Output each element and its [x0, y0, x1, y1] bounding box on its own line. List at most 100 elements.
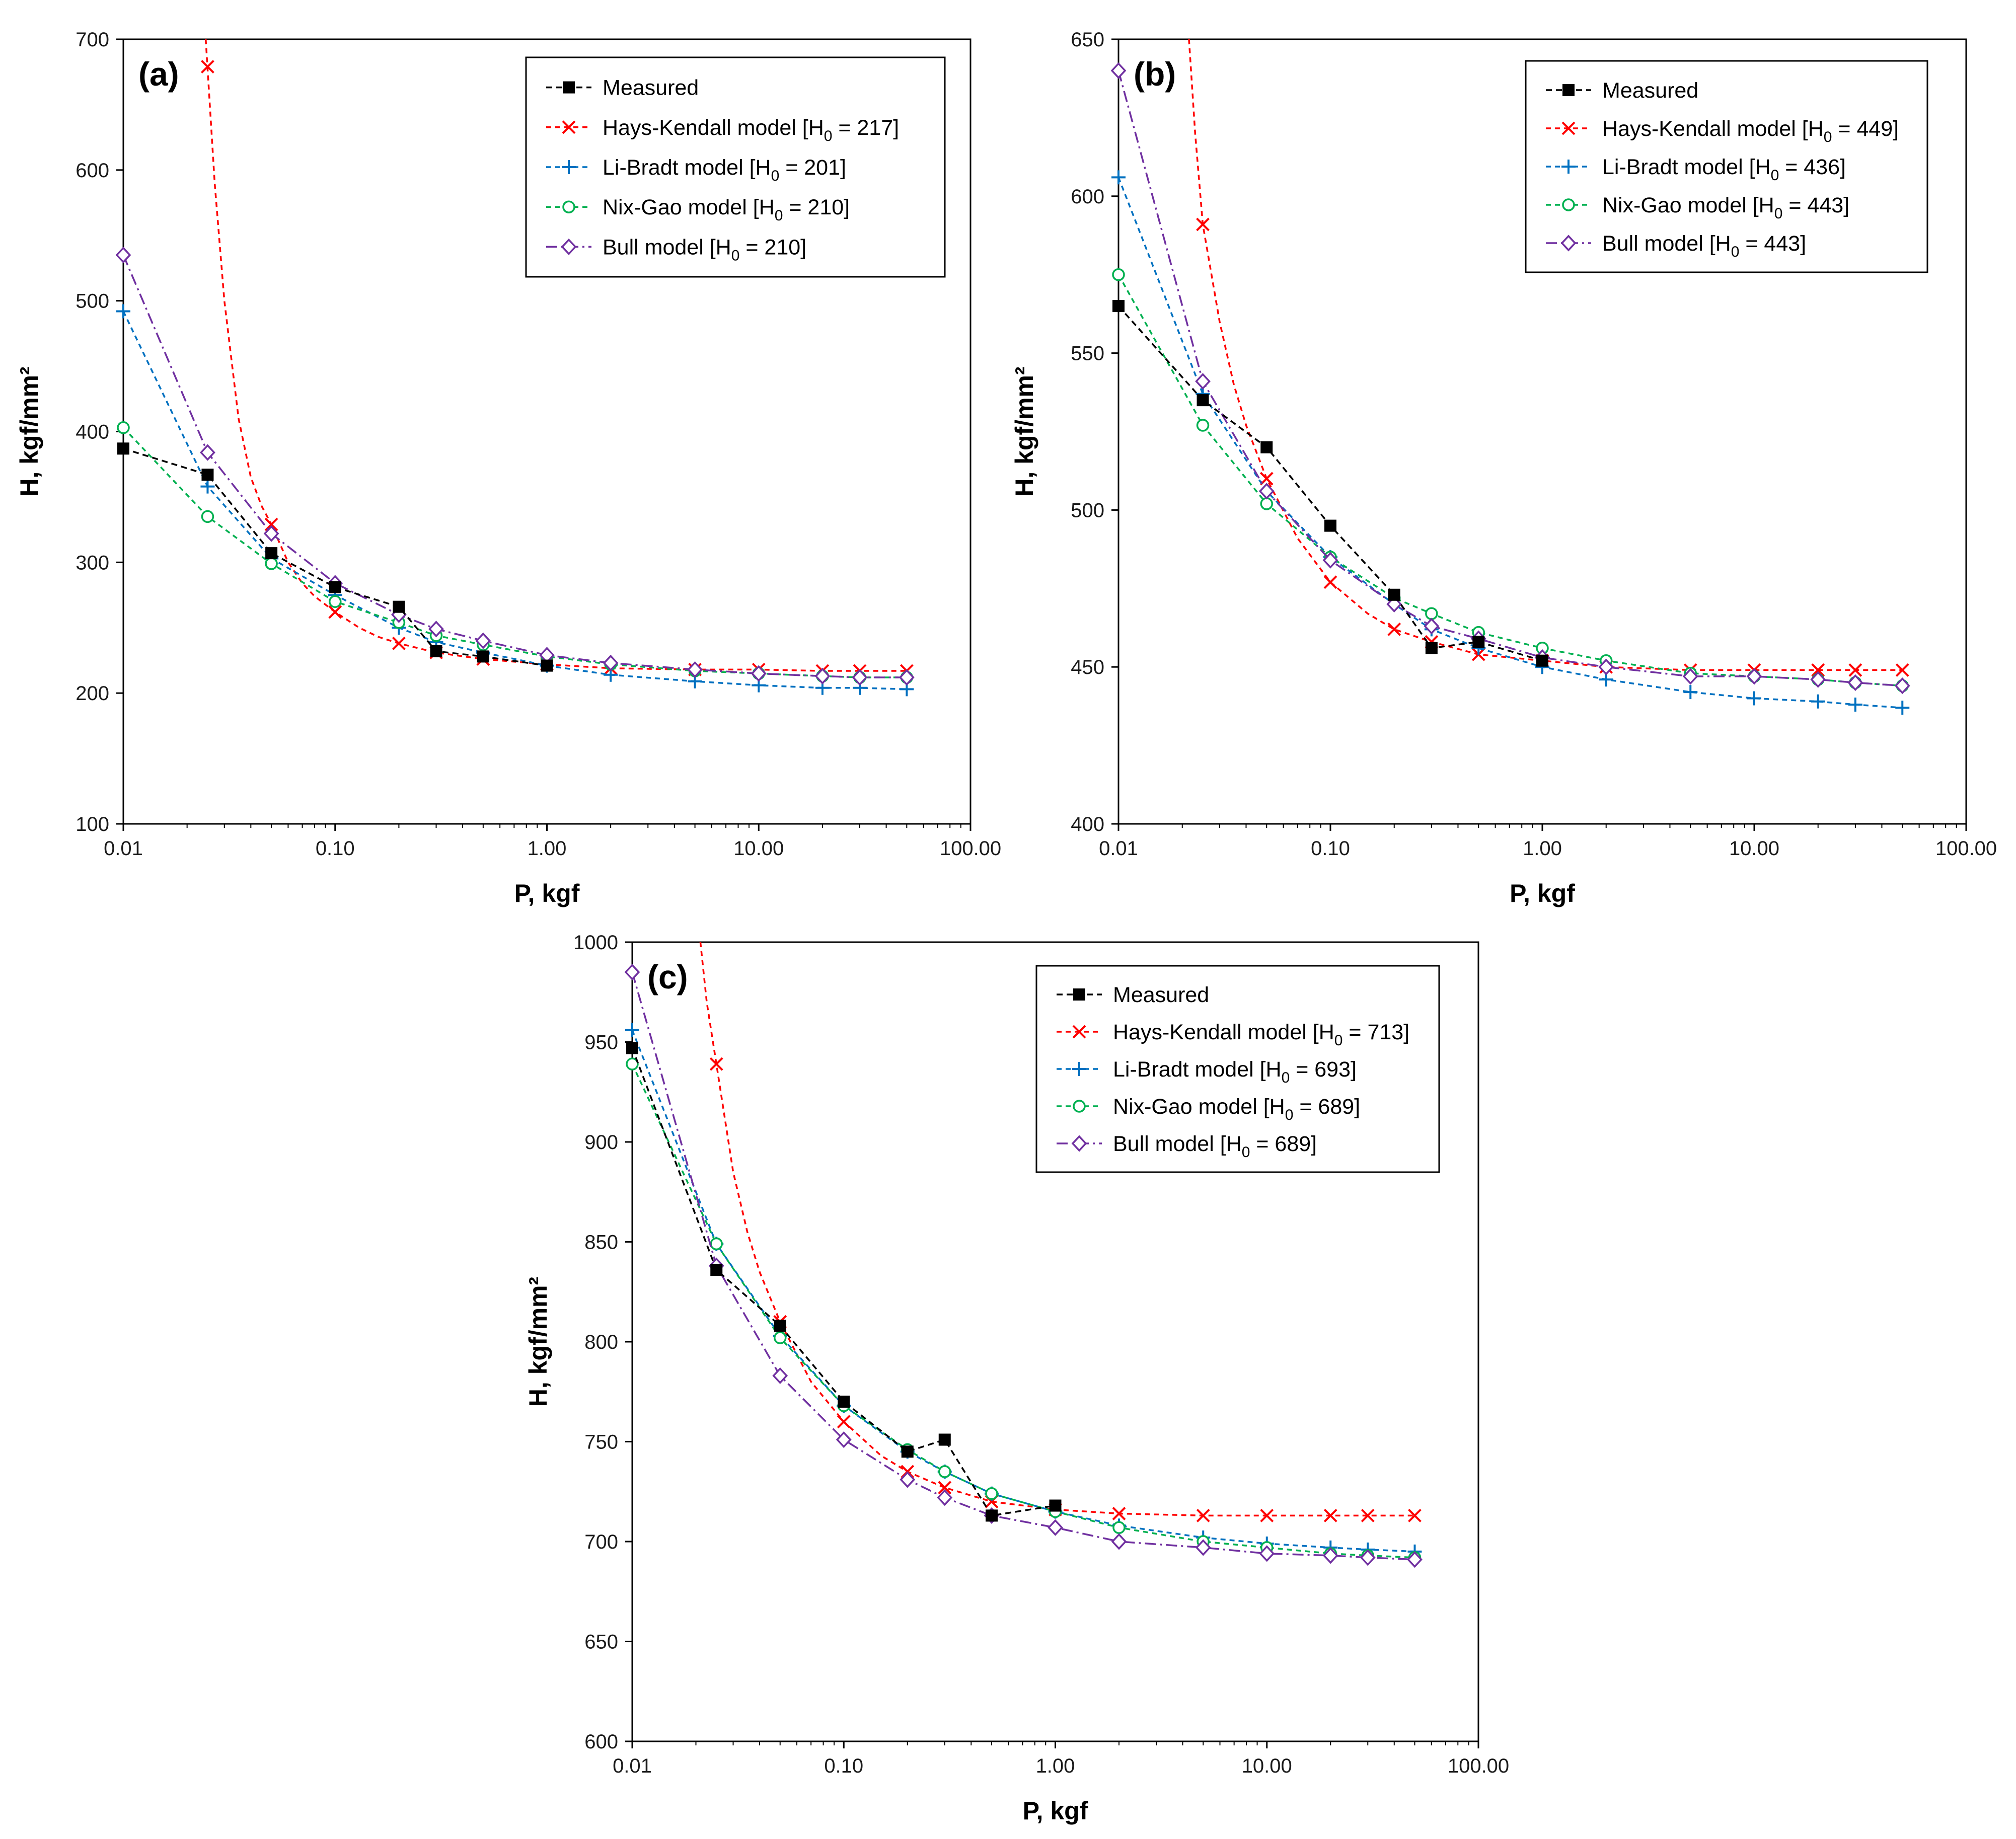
legend-label-nix: Nix-Gao model [H0 = 210]	[603, 195, 850, 224]
x-tick-label: 100.00	[940, 837, 1001, 860]
y-axis-title: H, kgf/mm²	[15, 366, 43, 496]
data-point-hays	[1112, 1507, 1126, 1520]
data-point-nix	[710, 1237, 723, 1251]
data-point-li	[1111, 170, 1126, 185]
legend-label-tail: = 436]	[1779, 155, 1846, 179]
x-tick-label: 100.00	[1448, 1755, 1509, 1777]
y-tick-label: 750	[584, 1431, 618, 1453]
legend-label-name: Nix-Gao model [H	[1602, 193, 1774, 217]
series-measured	[626, 1042, 1062, 1522]
x-tick-label: 1.00	[1036, 1755, 1075, 1777]
legend-label-tail: = 449]	[1832, 117, 1899, 141]
legend-label-tail: = 689]	[1250, 1132, 1317, 1156]
series-line-hays	[699, 942, 1415, 1517]
data-point-bull	[937, 1489, 953, 1506]
data-point-hays	[1260, 1508, 1274, 1522]
legend-label-bull: Bull model [H0 = 443]	[1602, 232, 1806, 260]
legend-label-subscript: 0	[771, 168, 780, 184]
data-point-bull	[1195, 373, 1211, 390]
panel-label: (b)	[1134, 55, 1176, 93]
y-tick-label: 400	[76, 421, 109, 443]
legend-label-name: Measured	[1113, 983, 1209, 1007]
data-point-hays	[709, 1057, 723, 1071]
data-point-bull	[1894, 677, 1910, 695]
data-point-hays	[392, 637, 406, 650]
data-point-bull	[428, 621, 444, 638]
series-nix	[1112, 268, 1909, 693]
data-point-bull	[1259, 1545, 1275, 1562]
chart-panel-b: 0.01 0.10 1.00 10.00 100.00 400 450 500 550 600 65…	[1010, 29, 1997, 907]
series-line-bull	[1118, 70, 1903, 687]
y-tick-label: 500	[76, 290, 109, 313]
legend-label-li: Li-Bradt model [H0 = 201]	[603, 156, 846, 184]
legend-swatch-marker	[1561, 121, 1576, 135]
data-point-measured	[541, 659, 553, 672]
chart-panel-a: 0.01 0.10 1.00 10.00 100.00 100 200 300 400 500 60…	[15, 29, 1001, 907]
legend-swatch-marker	[1071, 1135, 1087, 1152]
legend-box	[525, 56, 946, 278]
data-point-hays	[1323, 575, 1337, 589]
legend-label-subscript: 0	[1285, 1107, 1294, 1123]
legend-label-name: Nix-Gao model [H	[603, 195, 775, 219]
legend-label-li: Li-Bradt model [H0 = 436]	[1602, 155, 1846, 184]
data-point-nix	[1112, 1521, 1126, 1534]
legend-entry-measured: Measured	[546, 76, 699, 100]
data-point-nix	[265, 557, 278, 570]
legend-swatch-marker	[1562, 84, 1575, 96]
legend-swatch-marker	[563, 81, 575, 94]
data-point-measured	[838, 1396, 850, 1408]
data-point-nix	[1112, 268, 1125, 281]
series-bull	[624, 963, 1423, 1568]
legend-label-name: Nix-Gao model [H	[1113, 1095, 1285, 1119]
data-point-measured	[1388, 588, 1400, 601]
legend: Measured Hays-Kendall model [H0 = 217] Li-…	[525, 56, 946, 278]
legend-swatch-marker	[562, 200, 575, 213]
series-line-hays	[204, 39, 907, 672]
series-line-measured	[632, 1047, 1056, 1517]
data-point-li	[1895, 701, 1910, 715]
panel-label: (c)	[647, 958, 688, 995]
legend-entry-nix: Nix-Gao model [H0 = 689]	[1057, 1095, 1360, 1123]
data-point-bull	[624, 963, 640, 981]
legend-label-name: Li-Bradt model [H	[603, 156, 771, 180]
data-point-bull	[900, 1471, 916, 1488]
data-point-measured	[1260, 441, 1273, 453]
data-point-bull	[1258, 483, 1275, 500]
data-point-li	[625, 1023, 639, 1037]
legend-label-name: Measured	[603, 76, 699, 100]
legend-entry-bull: Bull model [H0 = 689]	[1057, 1132, 1317, 1161]
data-point-measured	[774, 1320, 786, 1332]
data-point-nix	[117, 421, 130, 434]
legend-label-subscript: 0	[1771, 167, 1779, 184]
data-point-hays	[938, 1481, 952, 1495]
data-point-hays	[1323, 1508, 1337, 1522]
data-point-li	[1848, 698, 1862, 712]
series-measured	[117, 442, 553, 672]
data-point-hays	[1408, 1508, 1422, 1522]
legend-entry-nix: Nix-Gao model [H0 = 210]	[546, 195, 850, 224]
legend-label-tail: = 210]	[783, 195, 850, 219]
data-point-measured	[938, 1433, 951, 1446]
data-point-nix	[938, 1465, 951, 1478]
legend-label-hays: Hays-Kendall model [H0 = 217]	[603, 116, 899, 144]
data-point-bull	[1424, 618, 1440, 635]
data-point-hays	[1848, 663, 1862, 677]
x-tick-label: 10.00	[733, 837, 784, 860]
legend-label-hays: Hays-Kendall model [H0 = 449]	[1602, 117, 1899, 145]
legend-entry-measured: Measured	[1546, 79, 1698, 103]
series-line-bull	[632, 972, 1415, 1561]
x-tick-label: 1.00	[528, 837, 567, 860]
legend-label-name: Li-Bradt model [H	[1113, 1057, 1282, 1082]
y-tick-label: 450	[1071, 656, 1104, 678]
data-point-measured	[1472, 636, 1485, 648]
data-point-hays	[328, 605, 342, 619]
x-tick-label: 0.01	[613, 1755, 652, 1777]
x-tick-label: 0.01	[104, 837, 143, 860]
legend-label-tail: = 201]	[779, 156, 846, 180]
series-line-nix	[123, 427, 907, 678]
y-tick-label: 700	[584, 1531, 618, 1553]
legend-label-name: Hays-Kendall model [H	[1602, 117, 1824, 141]
data-point-hays	[1811, 663, 1825, 677]
legend-label-measured: Measured	[1602, 79, 1698, 103]
